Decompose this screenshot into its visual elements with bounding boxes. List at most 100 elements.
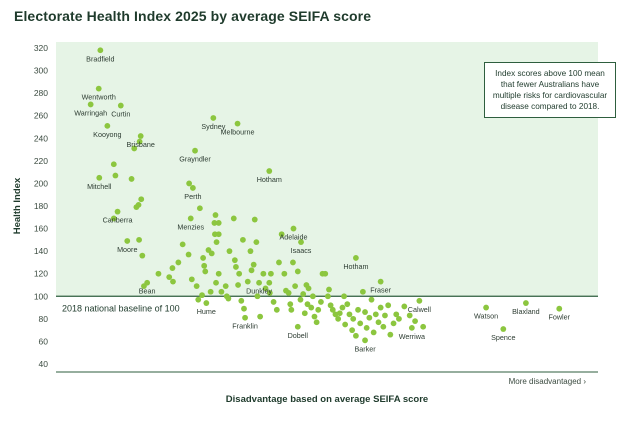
data-point-labeled bbox=[124, 238, 131, 244]
data-point bbox=[215, 220, 222, 226]
data-point-labeled bbox=[187, 215, 194, 222]
point-label: Canberra bbox=[103, 216, 133, 225]
data-point bbox=[420, 323, 427, 330]
point-label: Blaxland bbox=[512, 307, 540, 316]
data-point bbox=[292, 283, 299, 290]
data-point bbox=[375, 319, 382, 326]
data-point bbox=[195, 296, 202, 303]
point-label: Werriwa bbox=[399, 332, 425, 341]
point-label: Bean bbox=[139, 287, 156, 296]
data-point-labeled bbox=[290, 225, 297, 232]
y-axis-title: Health Index bbox=[12, 177, 23, 234]
data-point-labeled bbox=[114, 208, 121, 215]
data-point bbox=[359, 288, 366, 295]
data-point bbox=[193, 283, 200, 290]
data-point bbox=[342, 321, 349, 328]
data-point bbox=[335, 315, 342, 322]
data-point bbox=[336, 310, 343, 317]
y-tick-label: 220 bbox=[34, 156, 48, 166]
data-point bbox=[353, 332, 359, 339]
point-label: Moore bbox=[117, 245, 137, 254]
data-point bbox=[387, 331, 394, 338]
data-point-labeled bbox=[203, 300, 210, 306]
data-point bbox=[304, 301, 311, 308]
data-point bbox=[278, 231, 285, 238]
point-label: Barker bbox=[354, 344, 376, 353]
data-point bbox=[355, 306, 361, 313]
y-tick-label: 320 bbox=[34, 43, 48, 53]
data-point bbox=[318, 299, 324, 305]
point-label: Warringah bbox=[74, 108, 107, 117]
data-point bbox=[288, 306, 295, 313]
data-point bbox=[213, 279, 219, 286]
data-point-labeled bbox=[556, 305, 563, 312]
callout-box: Index scores above 100 mean that fewer A… bbox=[484, 62, 616, 118]
data-point bbox=[225, 295, 232, 302]
point-label: Melbourne bbox=[221, 128, 255, 137]
data-point bbox=[131, 145, 138, 152]
y-tick-label: 180 bbox=[34, 201, 48, 211]
point-label: Watson bbox=[474, 312, 498, 321]
data-point-labeled bbox=[234, 120, 241, 127]
y-tick-label: 160 bbox=[34, 224, 48, 234]
data-point bbox=[267, 270, 274, 277]
data-point bbox=[393, 311, 400, 318]
point-label: Hotham bbox=[257, 175, 282, 184]
data-point-labeled bbox=[266, 168, 273, 174]
point-label: Kooyong bbox=[93, 130, 121, 139]
data-point bbox=[241, 305, 247, 312]
data-point bbox=[208, 250, 215, 257]
data-point bbox=[368, 296, 375, 303]
data-point-labeled bbox=[523, 300, 529, 306]
data-point-labeled bbox=[256, 279, 262, 286]
data-point bbox=[155, 270, 162, 277]
data-point-labeled bbox=[104, 122, 111, 129]
data-point bbox=[136, 138, 143, 145]
data-point bbox=[287, 301, 294, 308]
y-tick-label: 80 bbox=[39, 314, 49, 324]
data-point bbox=[257, 313, 264, 320]
data-point bbox=[350, 315, 357, 322]
data-point bbox=[233, 264, 239, 270]
data-point bbox=[401, 303, 408, 310]
point-label: Hume bbox=[197, 307, 216, 316]
data-point bbox=[357, 320, 364, 327]
data-point bbox=[254, 293, 261, 300]
data-point bbox=[207, 288, 214, 295]
data-point bbox=[412, 318, 418, 325]
data-point bbox=[238, 297, 245, 304]
data-point bbox=[273, 306, 280, 313]
data-point-labeled bbox=[87, 101, 94, 108]
data-point bbox=[185, 251, 192, 258]
data-point-labeled bbox=[117, 102, 124, 109]
data-point bbox=[188, 276, 195, 283]
point-label: Hotham bbox=[343, 262, 368, 271]
data-point bbox=[213, 239, 220, 246]
data-point bbox=[215, 231, 222, 238]
data-point bbox=[251, 216, 258, 223]
data-point bbox=[202, 268, 209, 275]
data-point-labeled bbox=[362, 337, 368, 344]
point-label: Mitchell bbox=[87, 182, 112, 191]
data-point-labeled bbox=[95, 85, 102, 92]
data-point-labeled bbox=[353, 255, 359, 261]
data-point bbox=[240, 236, 246, 243]
point-label: Adelaide bbox=[279, 233, 307, 242]
data-point bbox=[370, 329, 377, 336]
data-point bbox=[377, 304, 384, 311]
data-point bbox=[276, 259, 282, 266]
data-point bbox=[247, 248, 254, 255]
data-point bbox=[244, 278, 251, 285]
data-point bbox=[186, 180, 193, 187]
data-point bbox=[285, 290, 292, 296]
data-point bbox=[290, 259, 296, 266]
data-point bbox=[112, 172, 119, 179]
data-point bbox=[201, 262, 208, 269]
data-point bbox=[341, 293, 347, 300]
data-point bbox=[339, 304, 346, 311]
data-point bbox=[390, 320, 397, 327]
data-point bbox=[200, 255, 207, 261]
point-label: Fowler bbox=[548, 313, 570, 322]
data-point bbox=[372, 311, 379, 318]
data-point bbox=[326, 286, 332, 293]
